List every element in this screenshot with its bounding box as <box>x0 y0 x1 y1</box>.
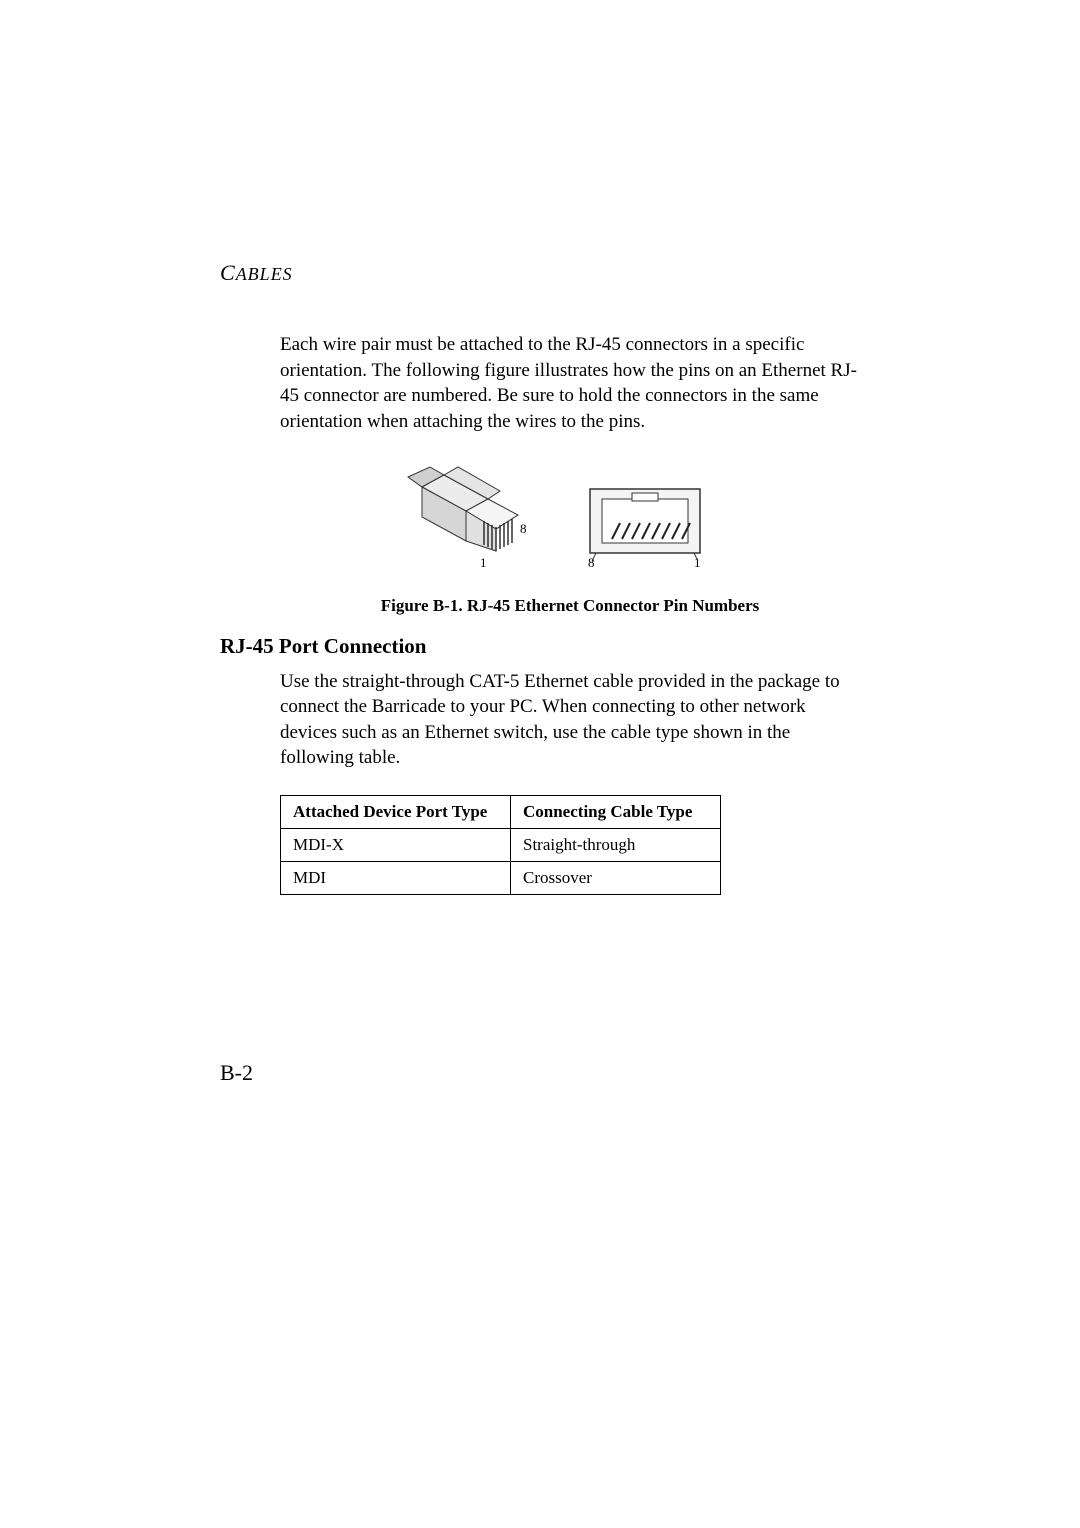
table-header-cell: Connecting Cable Type <box>511 796 721 829</box>
plug-label-1: 1 <box>480 555 487 570</box>
table-header-cell: Attached Device Port Type <box>281 796 511 829</box>
section-heading: RJ-45 Port Connection <box>220 634 860 659</box>
intro-paragraph: Each wire pair must be attached to the R… <box>280 332 860 435</box>
rj45-plug-icon: 1 8 <box>408 467 527 570</box>
table-row: MDI Crossover <box>281 862 721 895</box>
figure-b1: 1 8 <box>280 459 860 584</box>
table-cell: Straight-through <box>511 829 721 862</box>
table-header-row: Attached Device Port Type Connecting Cab… <box>281 796 721 829</box>
table-cell: MDI <box>281 862 511 895</box>
running-head-cap: C <box>220 260 236 285</box>
cable-type-table: Attached Device Port Type Connecting Cab… <box>280 795 721 895</box>
jack-label-1: 1 <box>694 555 701 570</box>
figure-caption: Figure B-1. RJ-45 Ethernet Connector Pin… <box>280 596 860 616</box>
rj45-jack-icon: 8 1 <box>588 489 701 570</box>
rj45-figure-svg: 1 8 <box>400 459 740 579</box>
page-content: CABLES Each wire pair must be attached t… <box>220 260 860 895</box>
table-row: MDI-X Straight-through <box>281 829 721 862</box>
running-head-rest: ABLES <box>236 264 293 284</box>
table-cell: MDI-X <box>281 829 511 862</box>
page-number: B-2 <box>220 1060 253 1086</box>
table-cell: Crossover <box>511 862 721 895</box>
section-paragraph: Use the straight-through CAT-5 Ethernet … <box>280 669 860 772</box>
running-head: CABLES <box>220 260 860 286</box>
plug-label-8: 8 <box>520 521 527 536</box>
